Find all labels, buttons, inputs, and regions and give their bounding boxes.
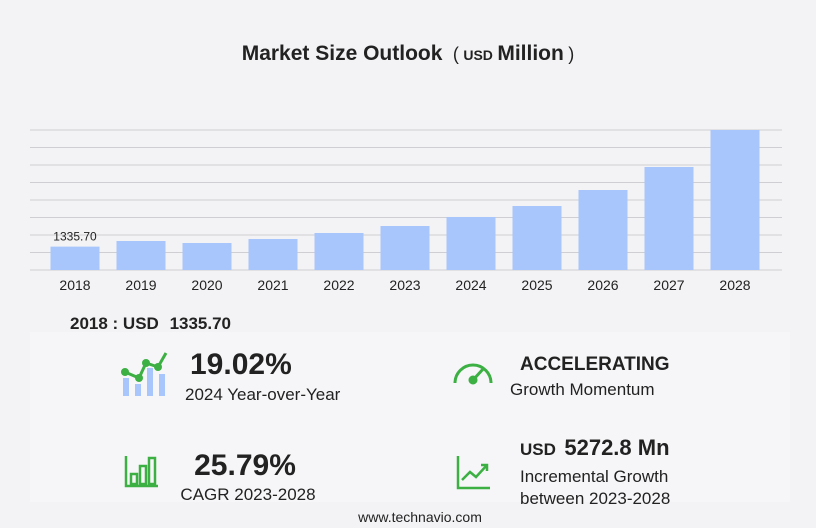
summary: 2018 : USD 1335.70 [70,314,231,333]
x-tick-label: 2025 [521,277,552,293]
bar [644,166,694,270]
x-tick-label: 2020 [191,277,222,293]
stat-label: Incremental Growth [520,467,668,486]
title-text: Market Size Outlook [242,42,443,65]
stat-label: Growth Momentum [510,380,655,399]
stat-prefix: USD [520,440,556,459]
bar [182,242,232,270]
chart-title: Market Size Outlook ( USD Million ) [242,42,575,65]
x-tick-label: 2018 [59,277,90,293]
bracket: ( [453,44,459,64]
x-tick-label: 2022 [323,277,354,293]
bracket: ) [568,44,574,64]
bar [50,246,100,270]
unit: Million [497,42,564,65]
stat-label: between 2023-2028 [520,489,670,508]
icon-cagr [124,456,158,488]
footer: www.technavio.com [357,509,482,525]
x-tick-label: 2027 [653,277,684,293]
bar [710,130,760,270]
bar [248,239,298,270]
stat-value: ACCELERATING [520,354,670,375]
bar [116,241,166,270]
icon-gauge [453,363,493,385]
x-tick-label: 2019 [125,277,156,293]
stat-label: 2024 Year-over-Year [185,385,341,404]
x-tick-label: 2026 [587,277,618,293]
stat-value: 19.02% [190,348,292,381]
bar [314,233,364,270]
x-tick-label: 2028 [719,277,750,293]
x-tick-label: 2024 [455,277,486,293]
bar [512,206,562,270]
currency: USD [463,47,493,63]
stat-value: USD 5272.8 Mn [520,435,670,460]
stat-value: 25.79% [194,449,296,482]
stat-number: 5272.8 Mn [564,435,669,460]
stats-panel [30,332,790,502]
bar [446,216,496,270]
data-label: 1335.70 [53,230,97,244]
bar [578,190,628,270]
bar [380,226,430,270]
icon-yoy [121,352,168,396]
icon-incremental [456,456,490,490]
x-tick-label: 2021 [257,277,288,293]
stat-label: CAGR 2023-2028 [180,485,315,504]
summary-label: 2018 : USD [70,314,159,333]
x-tick-label: 2023 [389,277,420,293]
summary-value: 1335.70 [170,314,231,333]
plot: 2018 1335.70 2019 2020 2021 2022 2023 2024 2025 2… [30,129,782,293]
